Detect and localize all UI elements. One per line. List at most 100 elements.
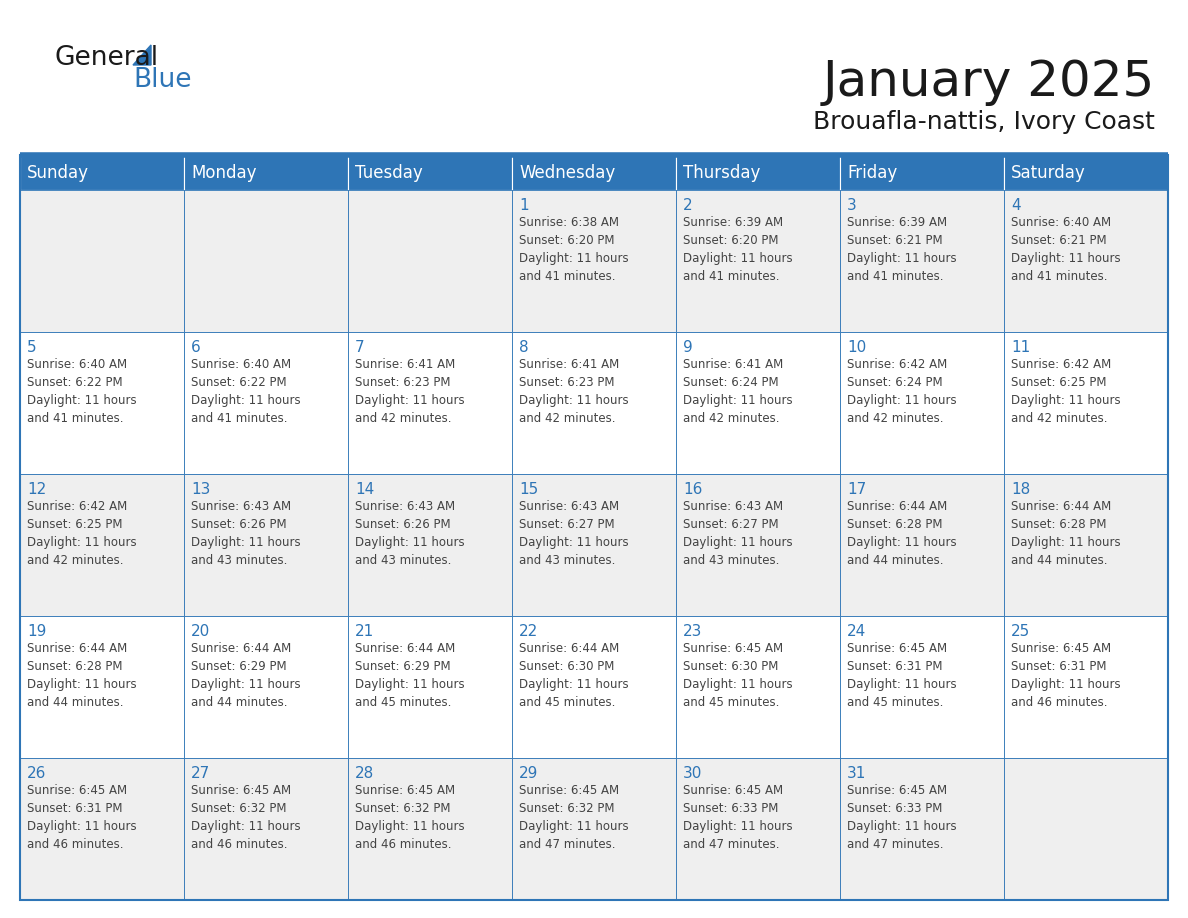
Text: 5: 5 xyxy=(27,340,37,355)
Text: Sunrise: 6:43 AM
Sunset: 6:27 PM
Daylight: 11 hours
and 43 minutes.: Sunrise: 6:43 AM Sunset: 6:27 PM Dayligh… xyxy=(519,500,628,567)
Text: Sunrise: 6:42 AM
Sunset: 6:24 PM
Daylight: 11 hours
and 42 minutes.: Sunrise: 6:42 AM Sunset: 6:24 PM Dayligh… xyxy=(847,358,956,425)
Text: Sunrise: 6:40 AM
Sunset: 6:21 PM
Daylight: 11 hours
and 41 minutes.: Sunrise: 6:40 AM Sunset: 6:21 PM Dayligh… xyxy=(1011,216,1120,283)
Text: General: General xyxy=(55,45,159,71)
Text: Sunrise: 6:38 AM
Sunset: 6:20 PM
Daylight: 11 hours
and 41 minutes.: Sunrise: 6:38 AM Sunset: 6:20 PM Dayligh… xyxy=(519,216,628,283)
Text: Sunrise: 6:45 AM
Sunset: 6:31 PM
Daylight: 11 hours
and 46 minutes.: Sunrise: 6:45 AM Sunset: 6:31 PM Dayligh… xyxy=(27,784,137,851)
Text: 27: 27 xyxy=(191,766,210,781)
Bar xyxy=(840,758,1004,900)
Text: Sunrise: 6:45 AM
Sunset: 6:30 PM
Daylight: 11 hours
and 45 minutes.: Sunrise: 6:45 AM Sunset: 6:30 PM Dayligh… xyxy=(683,642,792,709)
Text: 9: 9 xyxy=(683,340,693,355)
Text: Tuesday: Tuesday xyxy=(355,163,423,182)
Bar xyxy=(512,155,676,190)
Text: 21: 21 xyxy=(355,624,374,639)
Bar xyxy=(184,474,348,616)
Bar xyxy=(676,474,840,616)
Bar xyxy=(840,474,1004,616)
Text: Sunday: Sunday xyxy=(27,163,89,182)
Text: Sunrise: 6:44 AM
Sunset: 6:30 PM
Daylight: 11 hours
and 45 minutes.: Sunrise: 6:44 AM Sunset: 6:30 PM Dayligh… xyxy=(519,642,628,709)
Text: Sunrise: 6:39 AM
Sunset: 6:20 PM
Daylight: 11 hours
and 41 minutes.: Sunrise: 6:39 AM Sunset: 6:20 PM Dayligh… xyxy=(683,216,792,283)
Bar xyxy=(184,190,348,332)
Bar xyxy=(1004,332,1168,474)
Bar xyxy=(184,758,348,900)
Text: Friday: Friday xyxy=(847,163,897,182)
Bar xyxy=(184,155,348,190)
Polygon shape xyxy=(133,45,151,65)
Bar xyxy=(512,474,676,616)
Text: Sunrise: 6:44 AM
Sunset: 6:29 PM
Daylight: 11 hours
and 45 minutes.: Sunrise: 6:44 AM Sunset: 6:29 PM Dayligh… xyxy=(355,642,465,709)
Text: 13: 13 xyxy=(191,482,210,497)
Text: 26: 26 xyxy=(27,766,46,781)
Text: 29: 29 xyxy=(519,766,538,781)
Text: Sunrise: 6:43 AM
Sunset: 6:26 PM
Daylight: 11 hours
and 43 minutes.: Sunrise: 6:43 AM Sunset: 6:26 PM Dayligh… xyxy=(355,500,465,567)
Text: Sunrise: 6:44 AM
Sunset: 6:29 PM
Daylight: 11 hours
and 44 minutes.: Sunrise: 6:44 AM Sunset: 6:29 PM Dayligh… xyxy=(191,642,301,709)
Bar xyxy=(1004,474,1168,616)
Text: Sunrise: 6:42 AM
Sunset: 6:25 PM
Daylight: 11 hours
and 42 minutes.: Sunrise: 6:42 AM Sunset: 6:25 PM Dayligh… xyxy=(1011,358,1120,425)
Text: Sunrise: 6:40 AM
Sunset: 6:22 PM
Daylight: 11 hours
and 41 minutes.: Sunrise: 6:40 AM Sunset: 6:22 PM Dayligh… xyxy=(27,358,137,425)
Text: Sunrise: 6:39 AM
Sunset: 6:21 PM
Daylight: 11 hours
and 41 minutes.: Sunrise: 6:39 AM Sunset: 6:21 PM Dayligh… xyxy=(847,216,956,283)
Text: Sunrise: 6:45 AM
Sunset: 6:32 PM
Daylight: 11 hours
and 46 minutes.: Sunrise: 6:45 AM Sunset: 6:32 PM Dayligh… xyxy=(355,784,465,851)
Bar xyxy=(1004,155,1168,190)
Bar xyxy=(348,616,512,758)
Text: 24: 24 xyxy=(847,624,866,639)
Text: Sunrise: 6:45 AM
Sunset: 6:32 PM
Daylight: 11 hours
and 46 minutes.: Sunrise: 6:45 AM Sunset: 6:32 PM Dayligh… xyxy=(191,784,301,851)
Text: 20: 20 xyxy=(191,624,210,639)
Text: 2: 2 xyxy=(683,198,693,213)
Bar xyxy=(512,332,676,474)
Bar xyxy=(1004,190,1168,332)
Text: 8: 8 xyxy=(519,340,529,355)
Bar xyxy=(348,155,512,190)
Bar xyxy=(20,332,184,474)
Bar xyxy=(1004,616,1168,758)
Bar xyxy=(676,758,840,900)
Text: 28: 28 xyxy=(355,766,374,781)
Bar xyxy=(676,190,840,332)
Bar xyxy=(348,758,512,900)
Bar xyxy=(184,332,348,474)
Bar xyxy=(20,155,1168,900)
Text: Sunrise: 6:45 AM
Sunset: 6:32 PM
Daylight: 11 hours
and 47 minutes.: Sunrise: 6:45 AM Sunset: 6:32 PM Dayligh… xyxy=(519,784,628,851)
Bar xyxy=(676,155,840,190)
Text: Saturday: Saturday xyxy=(1011,163,1086,182)
Text: Thursday: Thursday xyxy=(683,163,760,182)
Text: Sunrise: 6:45 AM
Sunset: 6:33 PM
Daylight: 11 hours
and 47 minutes.: Sunrise: 6:45 AM Sunset: 6:33 PM Dayligh… xyxy=(683,784,792,851)
Bar xyxy=(20,155,184,190)
Text: Sunrise: 6:42 AM
Sunset: 6:25 PM
Daylight: 11 hours
and 42 minutes.: Sunrise: 6:42 AM Sunset: 6:25 PM Dayligh… xyxy=(27,500,137,567)
Text: 1: 1 xyxy=(519,198,529,213)
Text: 3: 3 xyxy=(847,198,857,213)
Text: 31: 31 xyxy=(847,766,866,781)
Bar xyxy=(348,474,512,616)
Bar xyxy=(348,332,512,474)
Text: 10: 10 xyxy=(847,340,866,355)
Bar xyxy=(840,332,1004,474)
Text: 14: 14 xyxy=(355,482,374,497)
Text: 22: 22 xyxy=(519,624,538,639)
Text: 15: 15 xyxy=(519,482,538,497)
Text: Sunrise: 6:45 AM
Sunset: 6:33 PM
Daylight: 11 hours
and 47 minutes.: Sunrise: 6:45 AM Sunset: 6:33 PM Dayligh… xyxy=(847,784,956,851)
Bar xyxy=(20,758,184,900)
Text: 19: 19 xyxy=(27,624,46,639)
Bar xyxy=(840,190,1004,332)
Text: 23: 23 xyxy=(683,624,702,639)
Text: Sunrise: 6:40 AM
Sunset: 6:22 PM
Daylight: 11 hours
and 41 minutes.: Sunrise: 6:40 AM Sunset: 6:22 PM Dayligh… xyxy=(191,358,301,425)
Text: 11: 11 xyxy=(1011,340,1030,355)
Bar xyxy=(676,332,840,474)
Bar xyxy=(676,616,840,758)
Bar xyxy=(348,190,512,332)
Text: Sunrise: 6:45 AM
Sunset: 6:31 PM
Daylight: 11 hours
and 46 minutes.: Sunrise: 6:45 AM Sunset: 6:31 PM Dayligh… xyxy=(1011,642,1120,709)
Text: Brouafla-nattis, Ivory Coast: Brouafla-nattis, Ivory Coast xyxy=(813,110,1155,134)
Bar xyxy=(20,190,184,332)
Text: 30: 30 xyxy=(683,766,702,781)
Text: 25: 25 xyxy=(1011,624,1030,639)
Text: January 2025: January 2025 xyxy=(823,58,1155,106)
Text: Sunrise: 6:44 AM
Sunset: 6:28 PM
Daylight: 11 hours
and 44 minutes.: Sunrise: 6:44 AM Sunset: 6:28 PM Dayligh… xyxy=(27,642,137,709)
Bar xyxy=(512,616,676,758)
Text: 12: 12 xyxy=(27,482,46,497)
Text: Sunrise: 6:45 AM
Sunset: 6:31 PM
Daylight: 11 hours
and 45 minutes.: Sunrise: 6:45 AM Sunset: 6:31 PM Dayligh… xyxy=(847,642,956,709)
Text: Sunrise: 6:43 AM
Sunset: 6:26 PM
Daylight: 11 hours
and 43 minutes.: Sunrise: 6:43 AM Sunset: 6:26 PM Dayligh… xyxy=(191,500,301,567)
Text: Blue: Blue xyxy=(133,67,191,93)
Text: Sunrise: 6:41 AM
Sunset: 6:23 PM
Daylight: 11 hours
and 42 minutes.: Sunrise: 6:41 AM Sunset: 6:23 PM Dayligh… xyxy=(519,358,628,425)
Text: Sunrise: 6:41 AM
Sunset: 6:23 PM
Daylight: 11 hours
and 42 minutes.: Sunrise: 6:41 AM Sunset: 6:23 PM Dayligh… xyxy=(355,358,465,425)
Text: Wednesday: Wednesday xyxy=(519,163,615,182)
Bar xyxy=(840,616,1004,758)
Text: 18: 18 xyxy=(1011,482,1030,497)
